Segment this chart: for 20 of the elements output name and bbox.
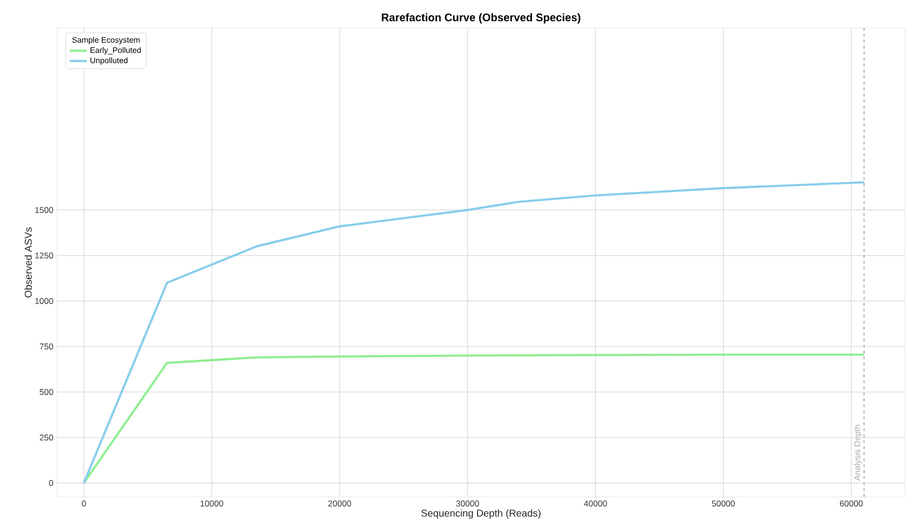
y-tick-label: 750: [40, 343, 54, 350]
line-series: [82, 181, 866, 484]
x-tick-label: 40000: [584, 500, 607, 506]
x-tick-label: 20000: [328, 500, 352, 506]
y-tick-label: 500: [40, 388, 54, 395]
ref-line-label: Analysis Depth: [854, 424, 862, 481]
x-axis-title: Sequencing Depth (Reads): [421, 509, 540, 519]
y-tick-label: 250: [40, 434, 54, 440]
y-tick-label: 1500: [35, 206, 54, 213]
x-tick-label: 60000: [840, 500, 863, 506]
x-tick-label: 10000: [200, 500, 224, 506]
y-tick-label: 1250: [35, 252, 54, 258]
y-axis-title: Observed ASVs: [24, 227, 32, 298]
x-tick-label: 30000: [456, 500, 480, 506]
x-tick-label: 50000: [712, 500, 735, 506]
y-tick-label: 1000: [35, 298, 54, 304]
line-series: [82, 354, 866, 484]
chart-title: Rarefaction Curve (Observed Species): [382, 13, 580, 24]
y-tick-label: 0: [49, 480, 54, 486]
x-tick-label: 0: [82, 500, 86, 506]
